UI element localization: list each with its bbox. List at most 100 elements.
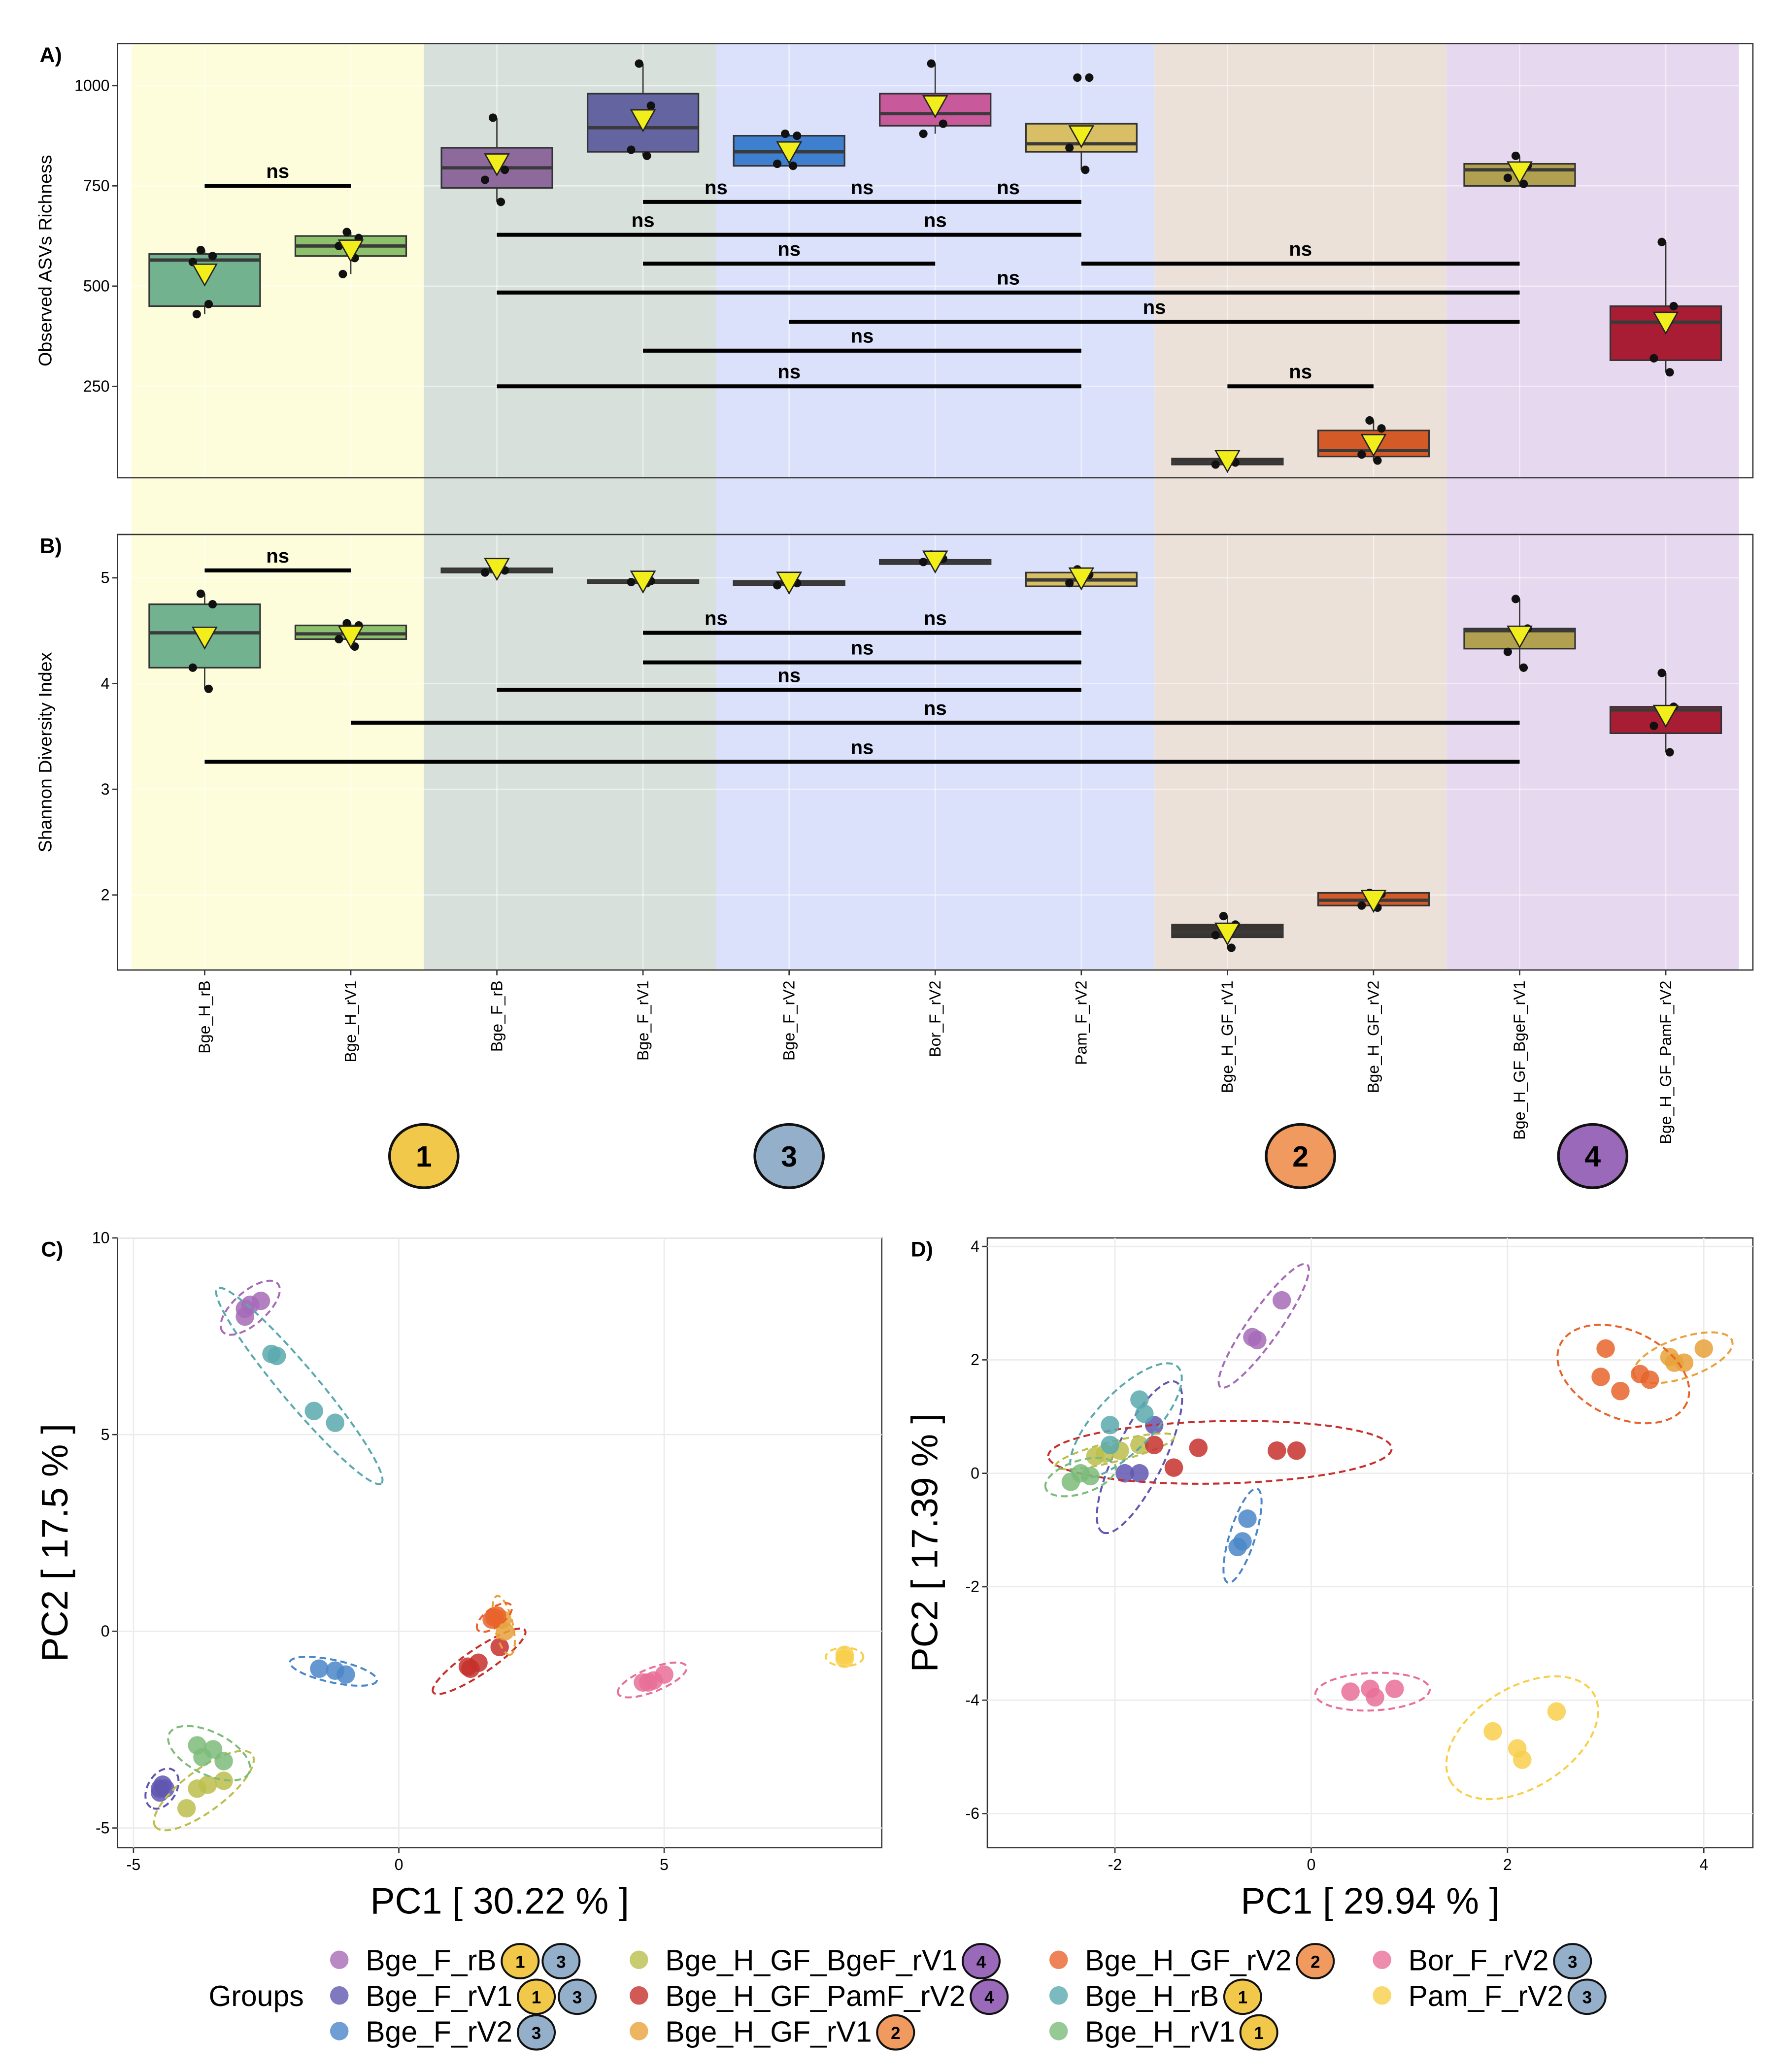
group-marker [1265, 1123, 1336, 1189]
legend-group-badge [1223, 1978, 1262, 2015]
mean-marker [192, 626, 218, 650]
point-Bge_H_GF_PamF_rV2 [461, 1659, 480, 1678]
legend-item[interactable]: Bge_H_GF_rV2 2 [1049, 1943, 1335, 1979]
background-band [424, 477, 716, 535]
legend-item[interactable]: Bge_H_rV1 1 [1049, 2014, 1278, 2051]
legend-swatch [630, 1950, 648, 1970]
legend-item[interactable]: Bge_H_GF_rV1 2 [630, 2014, 915, 2051]
confidence-ellipse-Bge_F_rV2 [1222, 1487, 1263, 1584]
mean-marker [1068, 567, 1095, 591]
data-point [1503, 173, 1512, 182]
point-Bge_H_GF_PamF_rV2 [1267, 1441, 1286, 1460]
x-tick-label: Bge_H_GF_BgeF_rV1 [1511, 980, 1528, 1139]
significance-label: ns [851, 176, 874, 199]
confidence-ellipse-Bge_H_rV1 [167, 1725, 251, 1782]
point-Bge_H_rV1 [193, 1748, 212, 1767]
data-point [1073, 73, 1082, 82]
background-band [1154, 477, 1447, 535]
panel-label: A) [40, 43, 62, 67]
y-tick-label: 2 [971, 1351, 979, 1369]
legend-group-badge [1239, 2014, 1278, 2051]
x-tick-label: Bor_F_rV2 [926, 980, 944, 1057]
data-point [1227, 943, 1236, 952]
point-Bge_H_GF_PamF_rV2 [1144, 1436, 1164, 1454]
legend-item[interactable]: Bge_H_GF_BgeF_rV1 4 [630, 1943, 1001, 1979]
legend-item[interactable]: Bge_H_rB 1 [1049, 1978, 1262, 2015]
data-point [1649, 721, 1658, 730]
legend-item[interactable]: Pam_F_rV2 3 [1373, 1978, 1607, 2015]
data-point [635, 59, 643, 68]
y-tick-label: 10 [92, 1229, 110, 1247]
point-Bge_F_rB [1272, 1291, 1291, 1310]
y-tick-label: 5 [101, 1426, 110, 1443]
confidence-ellipse-Bge_H_GF_rV2 [475, 1602, 513, 1633]
legend-item[interactable]: Bge_H_GF_PamF_rV2 4 [630, 1978, 1009, 2015]
data-point [1065, 579, 1074, 588]
data-point [188, 663, 197, 672]
significance-label: ns [705, 176, 728, 199]
legend-label: Bge_H_GF_PamF_rV2 [665, 1980, 965, 2012]
data-point [1511, 151, 1520, 160]
mean-marker [1507, 625, 1533, 649]
legend-group-badge-label: 3 [556, 1952, 566, 1972]
data-point [1519, 179, 1528, 188]
data-point [1669, 301, 1678, 311]
point-Bge_H_rV1 [1081, 1467, 1100, 1486]
point-Bge_H_rB [1101, 1416, 1119, 1435]
legend-group-badge [961, 1943, 1001, 1979]
y-tick-label: -4 [965, 1691, 979, 1709]
panel-border [117, 1237, 883, 1848]
x-tick-label: Pam_F_rV2 [1073, 980, 1090, 1065]
data-point [793, 132, 802, 140]
significance-label: ns [1143, 296, 1166, 318]
mean-marker [630, 109, 656, 133]
legend-group-badge-label: 3 [572, 1988, 582, 2007]
panel-label: B) [40, 534, 62, 558]
x-tick-label: 2 [1503, 1856, 1512, 1873]
legend-group-badge [970, 1978, 1009, 2015]
x-tick-label: 0 [395, 1856, 403, 1873]
legend-label: Bge_H_rB [1085, 1980, 1219, 2012]
confidence-ellipse-Bge_F_rB [1217, 1263, 1310, 1389]
x-tick-label: 4 [1699, 1856, 1708, 1873]
legend-group-badge [1567, 1978, 1607, 2015]
x-tick-label: Bge_F_rV2 [780, 980, 798, 1061]
mean-marker [1360, 434, 1387, 457]
group-marker [1557, 1123, 1629, 1189]
y-tick-label: 750 [83, 177, 110, 195]
background-band [424, 534, 716, 970]
legend-swatch [330, 1986, 349, 2005]
significance-label: ns [1289, 361, 1312, 383]
data-point [1373, 456, 1382, 465]
mean-marker [1214, 922, 1241, 946]
legend-item[interactable]: Bge_F_rV1 1 3 [330, 1978, 597, 2015]
y-axis-label: PC2 [ 17.39 % ] [904, 1413, 945, 1672]
legend-item[interactable]: Bor_F_rV2 3 [1373, 1943, 1592, 1979]
y-tick-label: 500 [83, 277, 110, 295]
data-point [773, 581, 782, 590]
data-point [1649, 354, 1658, 363]
background-band [132, 477, 424, 535]
point-Bge_H_GF_PamF_rV2 [1287, 1441, 1306, 1460]
significance-label: ns [851, 736, 874, 758]
mean-marker [337, 625, 364, 649]
background-band [1446, 43, 1739, 478]
data-point [1511, 595, 1520, 603]
point-Pam_F_rV2 [1483, 1722, 1502, 1741]
group-marker-label: 4 [1584, 1141, 1601, 1173]
point-Pam_F_rV2 [835, 1649, 854, 1669]
box-Bge_H_rB [148, 253, 261, 307]
confidence-ellipse-Bge_H_GF_BgeF_rV1 [153, 1750, 255, 1832]
significance-label: ns [632, 209, 655, 232]
significance-label: ns [997, 176, 1020, 199]
data-point [1665, 368, 1674, 377]
significance-label: ns [997, 267, 1020, 289]
legend-label: Bge_F_rV1 [366, 1980, 512, 2012]
data-point [1357, 901, 1366, 910]
group-marker-label: 3 [781, 1141, 797, 1173]
mean-marker [776, 571, 803, 595]
legend-group-badge-label: 4 [976, 1952, 986, 1972]
legend-item[interactable]: Bge_F_rV2 3 [330, 2014, 556, 2051]
background-band [1446, 534, 1739, 970]
legend-item[interactable]: Bge_F_rB 1 3 [330, 1943, 581, 1979]
